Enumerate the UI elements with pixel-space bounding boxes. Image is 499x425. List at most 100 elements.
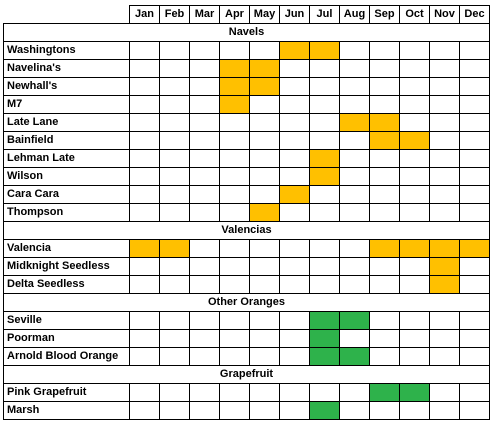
season-cell-empty	[129, 149, 160, 168]
season-cell-empty	[129, 257, 160, 276]
season-cell-empty	[219, 113, 250, 132]
season-cell-empty	[309, 203, 340, 222]
season-cell-empty	[159, 401, 190, 420]
season-cell-empty	[189, 131, 220, 150]
season-cell-empty	[399, 167, 430, 186]
season-cell-empty	[399, 275, 430, 294]
season-cell-empty	[339, 383, 370, 402]
season-cell-empty	[189, 167, 220, 186]
season-cell-empty	[309, 257, 340, 276]
section-title: Grapefruit	[3, 365, 490, 384]
season-cell-empty	[159, 329, 190, 348]
season-cell-empty	[339, 257, 370, 276]
season-cell-filled	[399, 383, 430, 402]
season-cell-empty	[189, 311, 220, 330]
season-cell-empty	[459, 113, 490, 132]
season-cell-empty	[339, 239, 370, 258]
variety-name: Midknight Seedless	[3, 257, 130, 276]
season-cell-empty	[459, 311, 490, 330]
season-cell-empty	[459, 383, 490, 402]
season-cell-filled	[309, 347, 340, 366]
season-cell-empty	[399, 311, 430, 330]
season-cell-empty	[369, 275, 400, 294]
season-cell-empty	[279, 401, 310, 420]
variety-name: Newhall's	[3, 77, 130, 96]
season-cell-empty	[219, 329, 250, 348]
table-row: Thompson	[3, 203, 490, 222]
season-cell-empty	[279, 59, 310, 78]
season-cell-empty	[279, 275, 310, 294]
season-cell-filled	[309, 167, 340, 186]
table-row: Valencia	[3, 239, 490, 258]
season-cell-empty	[249, 131, 280, 150]
season-cell-empty	[369, 41, 400, 60]
season-cell-filled	[219, 77, 250, 96]
season-cell-empty	[249, 275, 280, 294]
variety-name: Delta Seedless	[3, 275, 130, 294]
season-cell-filled	[399, 239, 430, 258]
season-cell-filled	[309, 329, 340, 348]
season-cell-empty	[129, 131, 160, 150]
season-cell-empty	[129, 167, 160, 186]
table-row: Lehman Late	[3, 149, 490, 168]
table-row: Navelina's	[3, 59, 490, 78]
season-cell-empty	[459, 257, 490, 276]
season-cell-empty	[309, 185, 340, 204]
season-cell-empty	[309, 275, 340, 294]
season-cell-empty	[159, 77, 190, 96]
table-row: Marsh	[3, 401, 490, 420]
season-cell-empty	[249, 239, 280, 258]
month-header-row: Jan Feb Mar Apr May Jun Jul Aug Sep Oct …	[3, 5, 490, 24]
season-cell-empty	[219, 149, 250, 168]
season-cell-empty	[159, 203, 190, 222]
season-cell-empty	[129, 185, 160, 204]
variety-name: Poorman	[3, 329, 130, 348]
header-corner	[3, 5, 130, 24]
season-cell-empty	[279, 149, 310, 168]
variety-name: Arnold Blood Orange	[3, 347, 130, 366]
variety-name: Late Lane	[3, 113, 130, 132]
season-cell-filled	[369, 113, 400, 132]
variety-name: Seville	[3, 311, 130, 330]
season-cell-empty	[369, 185, 400, 204]
season-cell-empty	[189, 185, 220, 204]
season-cell-empty	[159, 347, 190, 366]
variety-name: M7	[3, 95, 130, 114]
season-cell-empty	[459, 131, 490, 150]
season-cell-empty	[219, 257, 250, 276]
season-cell-empty	[189, 401, 220, 420]
section-header-row: Other Oranges	[3, 293, 490, 312]
month-header: Apr	[219, 5, 250, 24]
season-cell-filled	[339, 347, 370, 366]
month-header: May	[249, 5, 280, 24]
season-cell-empty	[429, 185, 460, 204]
season-cell-empty	[219, 347, 250, 366]
season-cell-empty	[189, 95, 220, 114]
season-cell-empty	[399, 203, 430, 222]
variety-name: Bainfield	[3, 131, 130, 150]
season-cell-empty	[219, 41, 250, 60]
season-cell-filled	[429, 275, 460, 294]
season-cell-empty	[279, 347, 310, 366]
season-cell-empty	[429, 95, 460, 114]
season-cell-filled	[249, 59, 280, 78]
season-cell-empty	[279, 203, 310, 222]
season-cell-empty	[339, 329, 370, 348]
variety-name: Pink Grapefruit	[3, 383, 130, 402]
season-cell-empty	[159, 113, 190, 132]
table-row: Seville	[3, 311, 490, 330]
season-cell-empty	[159, 311, 190, 330]
season-cell-empty	[339, 59, 370, 78]
season-cell-empty	[309, 113, 340, 132]
season-cell-empty	[249, 401, 280, 420]
season-cell-empty	[399, 347, 430, 366]
season-cell-empty	[429, 203, 460, 222]
season-cell-empty	[339, 95, 370, 114]
season-cell-empty	[369, 329, 400, 348]
season-cell-empty	[249, 149, 280, 168]
season-cell-empty	[339, 41, 370, 60]
season-cell-empty	[279, 311, 310, 330]
table-row: Arnold Blood Orange	[3, 347, 490, 366]
season-cell-empty	[459, 41, 490, 60]
season-cell-empty	[189, 275, 220, 294]
